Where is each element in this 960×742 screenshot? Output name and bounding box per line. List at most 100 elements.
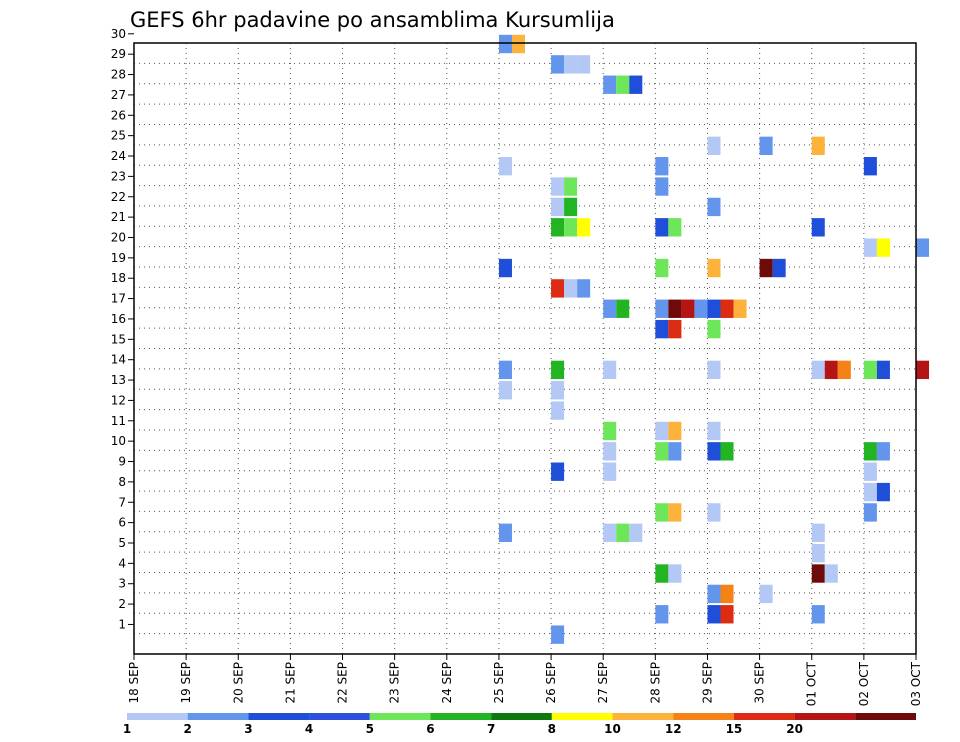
precip-cell (759, 258, 773, 278)
x-tick-label: 26 SEP (544, 662, 558, 704)
precip-cell (655, 299, 669, 318)
precip-cell (720, 442, 734, 461)
precip-cell (811, 605, 825, 624)
y-tick-label: 26 (111, 108, 126, 122)
x-tick-label: 30 SEP (753, 662, 767, 704)
colorbar-label: 15 (726, 722, 743, 736)
precip-cell (681, 299, 695, 318)
x-tick-label: 20 SEP (231, 662, 245, 704)
colorbar-label: 2 (184, 722, 192, 736)
y-tick-label: 21 (111, 210, 126, 224)
colorbar-label: 8 (548, 722, 556, 736)
precip-cell (577, 279, 591, 298)
y-tick-label: 13 (111, 373, 126, 387)
y-tick-label: 6 (118, 516, 126, 530)
precip-cell (616, 523, 630, 542)
colorbar-label: 1 (123, 722, 131, 736)
precip-cell (668, 319, 682, 339)
precip-cell (668, 421, 682, 441)
y-tick-label: 29 (111, 47, 126, 61)
precip-cell (564, 197, 578, 217)
precip-cell (707, 258, 721, 278)
y-tick-label: 22 (111, 190, 126, 204)
precip-cell (655, 503, 669, 522)
colorbar-label: 6 (426, 722, 434, 736)
y-tick-label: 17 (111, 292, 126, 306)
colorbar-swatch (612, 713, 674, 720)
precip-cell (707, 299, 721, 318)
y-tick-label: 5 (118, 536, 126, 550)
precip-cell (668, 503, 682, 522)
y-tick-label: 3 (118, 577, 126, 591)
colorbar-swatch (248, 713, 310, 720)
color-legend: 1 2 3 4 5 6 7 8 10 12 15 20 (123, 713, 916, 736)
x-tick-label: 24 SEP (440, 662, 454, 704)
x-tick-label: 03 OCT (909, 661, 923, 706)
precip-cell (551, 401, 565, 420)
precip-cell (811, 218, 825, 237)
x-tick-label: 25 SEP (492, 662, 506, 704)
y-tick-label: 20 (111, 230, 126, 244)
precip-cell (551, 55, 565, 74)
y-tick-label: 30 (111, 27, 126, 41)
precip-cell (668, 442, 682, 461)
colorbar-swatch (673, 713, 734, 720)
precip-cell (916, 360, 930, 380)
x-tick-label: 18 SEP (127, 662, 141, 704)
y-tick-label: 10 (111, 434, 126, 448)
precip-cell (876, 360, 890, 380)
grid (134, 43, 916, 654)
y-tick-label: 27 (111, 88, 126, 102)
precip-cell (707, 360, 721, 380)
precip-cell (707, 421, 721, 441)
precip-cell (551, 197, 565, 217)
colorbar-swatch (309, 713, 370, 720)
precip-cell (707, 584, 721, 604)
colorbar-label: 4 (305, 722, 313, 736)
chart-title: GEFS 6hr padavine po ansamblima Kursumli… (130, 8, 615, 32)
x-axis: 18 SEP 19 SEP 20 SEP 21 SEP 22 SEP 23 SEP 24 S… (127, 654, 923, 706)
y-tick-label: 9 (118, 455, 126, 469)
precip-cell (811, 523, 825, 542)
precip-cell (668, 299, 682, 318)
plot-frame (133, 42, 917, 655)
colorbar-label: 20 (786, 722, 803, 736)
precip-cell (707, 136, 721, 156)
precip-cell (603, 523, 617, 542)
colorbar-swatch (855, 713, 916, 720)
precip-cell (498, 34, 512, 54)
precip-cell (863, 442, 877, 461)
x-tick-label: 28 SEP (648, 662, 662, 704)
precip-cell (863, 482, 877, 502)
y-tick-label: 19 (111, 251, 126, 265)
y-tick-label: 23 (111, 169, 126, 183)
precip-cell (759, 136, 773, 156)
precip-cell (603, 442, 617, 461)
precip-cell (707, 319, 721, 339)
x-tick-label: 19 SEP (179, 662, 193, 704)
precip-cell (720, 299, 734, 318)
y-tick-label: 18 (111, 271, 126, 285)
precip-cell (694, 299, 708, 318)
precip-cell (655, 319, 669, 339)
y-tick-label: 28 (111, 68, 126, 82)
precip-cell (655, 564, 669, 583)
precip-cell (498, 381, 512, 400)
colorbar-swatch (491, 713, 552, 720)
colorbar-swatch (187, 713, 249, 720)
precip-cell (863, 462, 877, 481)
y-tick-label: 14 (111, 353, 126, 367)
x-tick-label: 22 SEP (336, 662, 350, 704)
precip-cell (629, 75, 643, 94)
colorbar-label: 12 (665, 722, 682, 736)
x-tick-label: 23 SEP (388, 662, 402, 704)
precip-cell (863, 238, 877, 257)
precip-cell (551, 360, 565, 380)
precip-cell (629, 523, 643, 542)
precip-cell (603, 360, 617, 380)
precip-cell (811, 360, 825, 380)
precip-cell (603, 75, 617, 94)
precip-cell (707, 197, 721, 217)
precip-cell (707, 503, 721, 522)
y-tick-label: 25 (111, 129, 126, 143)
